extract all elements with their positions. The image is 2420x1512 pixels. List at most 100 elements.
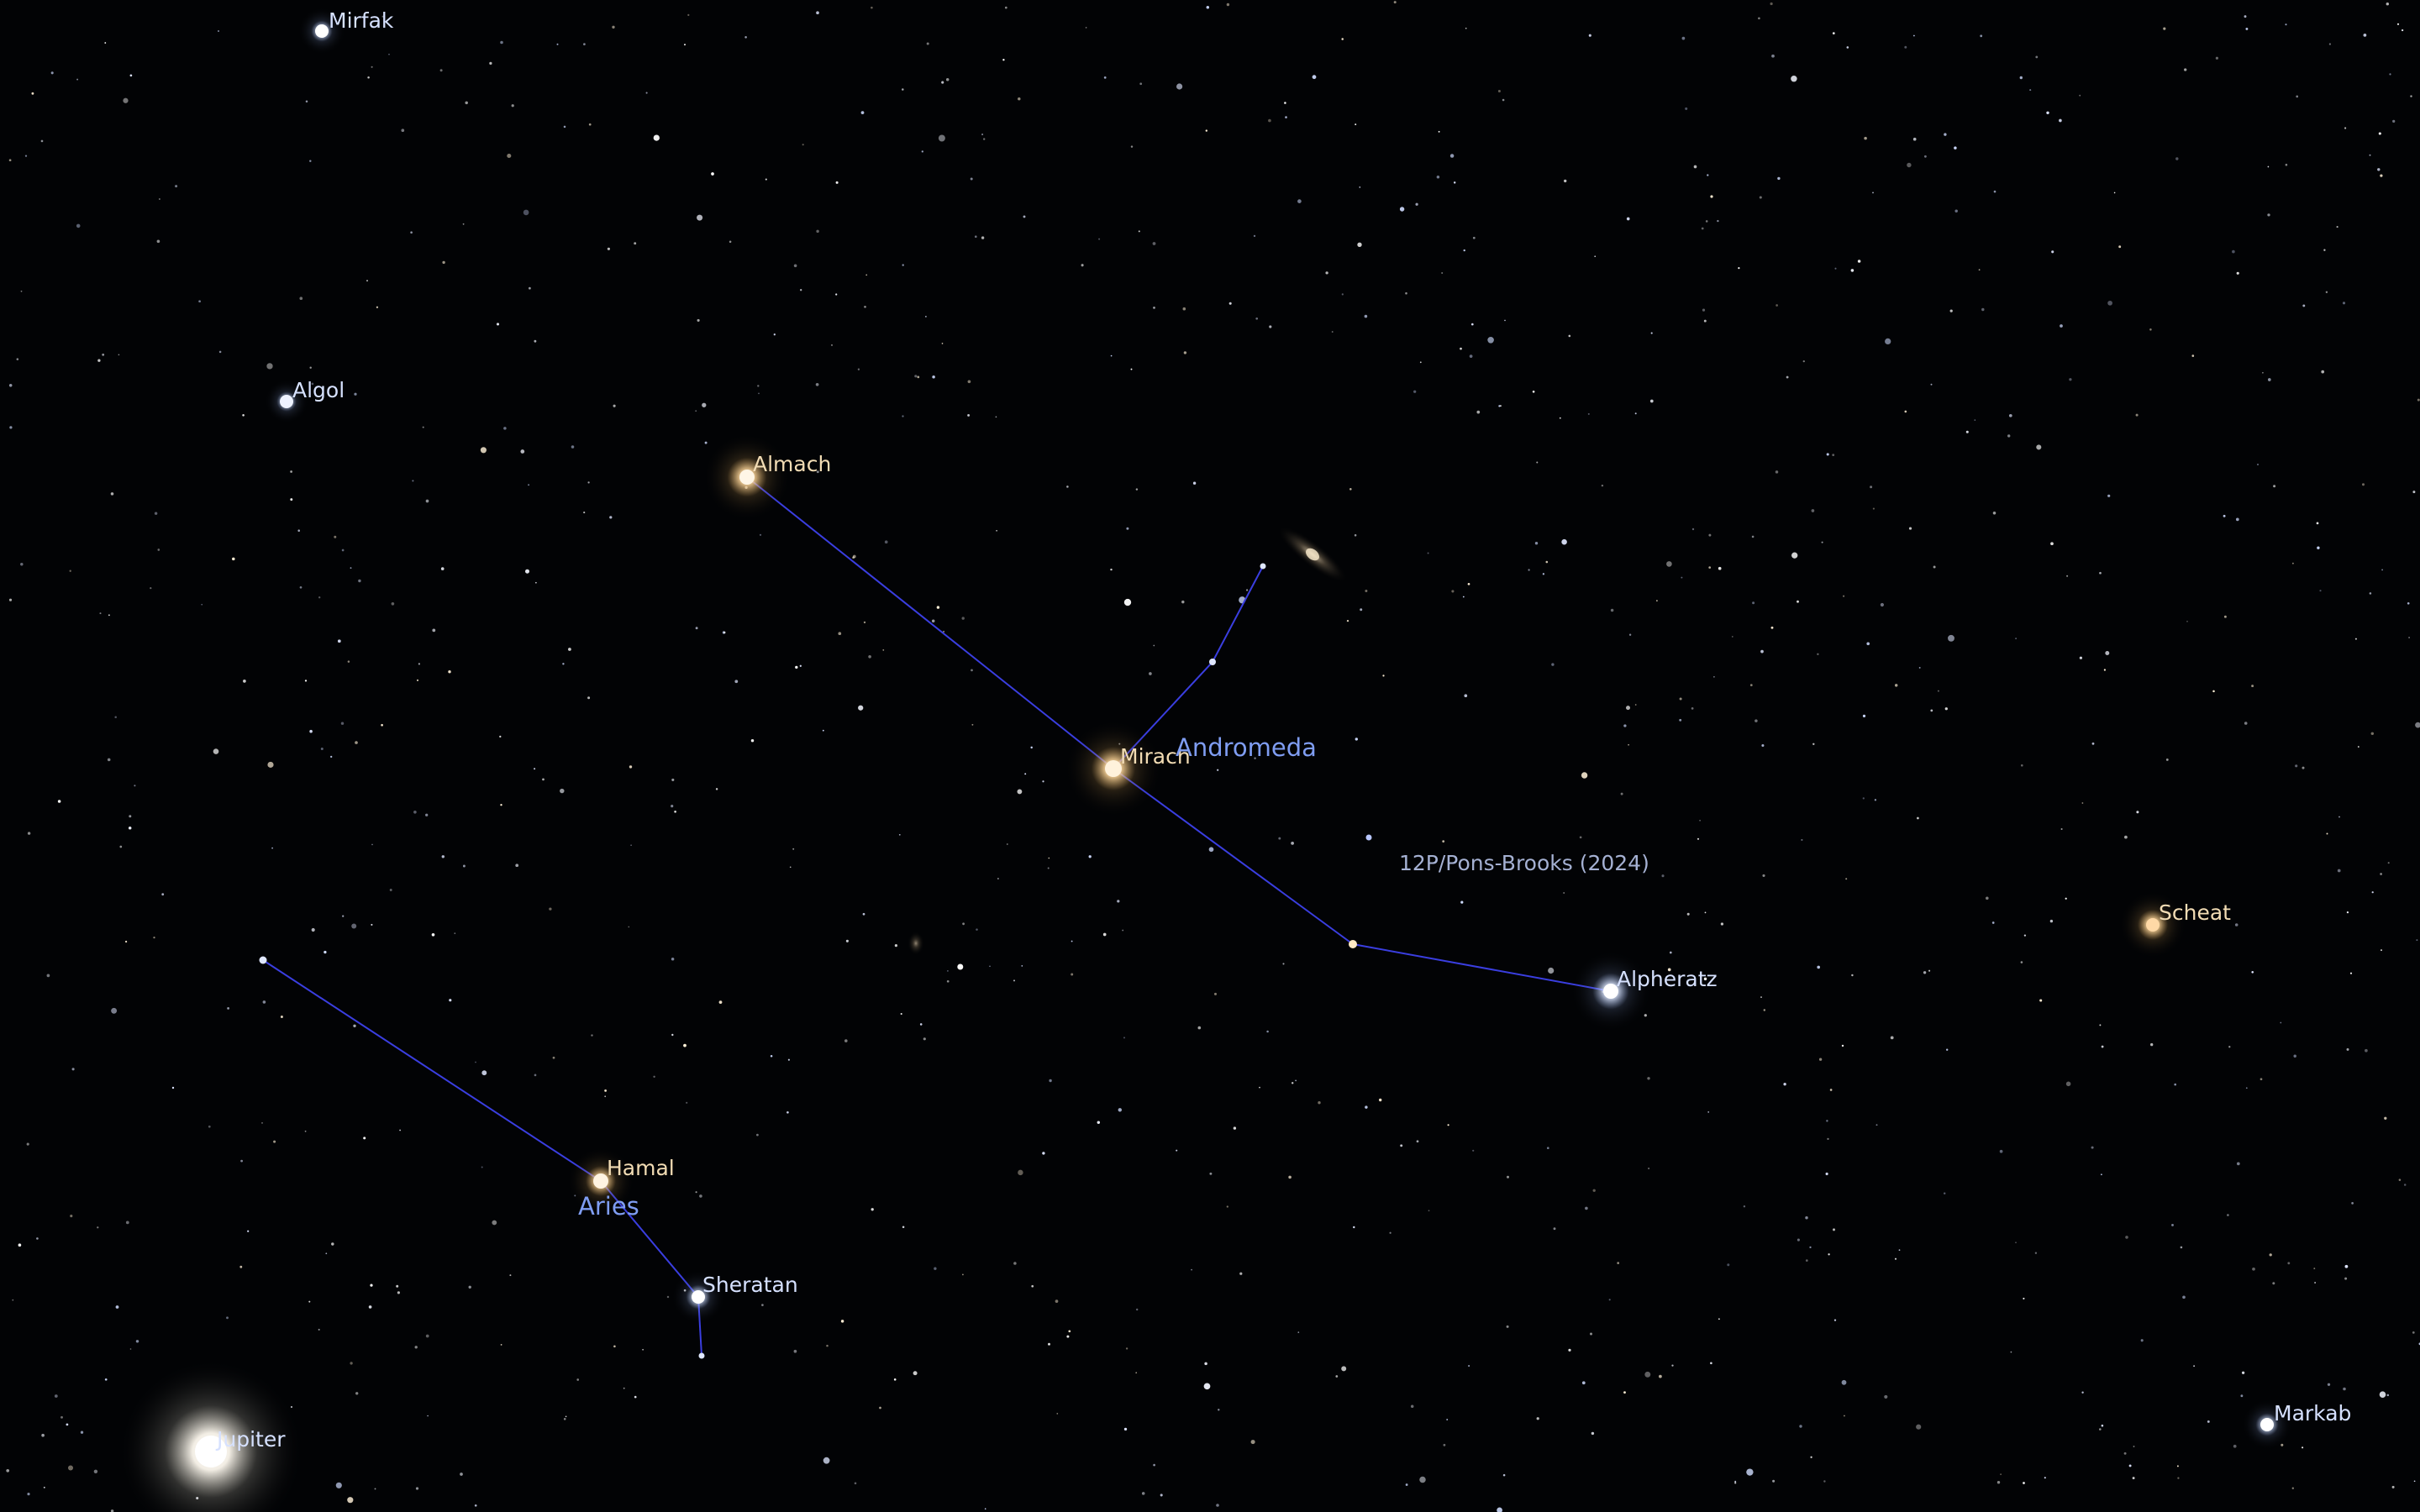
constellation-label-andromeda[interactable]: Andromeda <box>1176 733 1317 762</box>
background-star <box>2180 1246 2183 1249</box>
background-star <box>366 280 368 281</box>
label-hamal[interactable]: Hamal <box>607 1156 675 1180</box>
background-star <box>2060 827 2063 831</box>
background-star <box>2245 27 2249 30</box>
background-star <box>1216 1504 1219 1507</box>
background-star <box>1770 626 1774 629</box>
planet-jupiter[interactable] <box>118 1359 303 1512</box>
background-star <box>945 78 950 81</box>
label-mirfak[interactable]: Mirfak <box>329 8 394 33</box>
background-star <box>2207 1420 2210 1423</box>
star-almach[interactable] <box>703 433 791 521</box>
star-mirfak[interactable] <box>298 8 345 55</box>
andromeda-galaxy[interactable] <box>1270 518 1354 591</box>
label-algol[interactable]: Algol <box>292 378 345 402</box>
background-star <box>976 928 978 931</box>
label-jupiter[interactable]: Jupiter <box>215 1427 286 1452</box>
background-star <box>2273 485 2276 488</box>
background-star <box>374 1488 376 1490</box>
background-star <box>299 585 302 589</box>
background-star <box>2240 1394 2244 1398</box>
constellation-label-aries[interactable]: Aries <box>578 1192 639 1221</box>
background-star <box>961 617 965 620</box>
background-star <box>587 696 591 700</box>
label-comet-pons-brooks[interactable]: 12P/Pons-Brooks (2024) <box>1399 851 1649 875</box>
background-star <box>104 1378 108 1381</box>
background-star <box>1497 1507 1502 1512</box>
background-star <box>711 172 714 176</box>
background-star <box>154 512 158 515</box>
background-star <box>2232 249 2235 254</box>
background-star <box>1834 267 1837 270</box>
background-star <box>2066 575 2069 577</box>
star-41-arietis[interactable] <box>259 956 267 964</box>
background-star <box>1661 874 1665 878</box>
background-star <box>2410 95 2412 97</box>
background-star <box>2267 213 2270 217</box>
label-mirach[interactable]: Mirach <box>1120 744 1191 769</box>
background-star <box>2396 23 2400 25</box>
background-star <box>2176 1465 2179 1467</box>
star-mesarthim[interactable] <box>698 1352 705 1359</box>
star-nu-andromedae[interactable] <box>1260 563 1266 570</box>
background-star <box>2244 15 2247 18</box>
background-star <box>311 927 315 932</box>
background-star <box>2392 119 2396 123</box>
background-star <box>1760 649 1764 654</box>
background-star <box>671 805 674 808</box>
background-star <box>1825 1172 1828 1176</box>
background-star <box>2021 764 2023 767</box>
label-alpheratz[interactable]: Alpheratz <box>1617 967 1718 991</box>
background-star <box>2327 1383 2331 1386</box>
background-star <box>1427 552 1429 554</box>
background-star <box>462 864 466 868</box>
background-star <box>1218 1409 1220 1411</box>
background-star <box>1568 1348 1571 1352</box>
background-star <box>683 1043 687 1047</box>
star-algol[interactable] <box>265 380 308 423</box>
background-star <box>686 1101 688 1104</box>
background-star <box>1266 1030 1269 1033</box>
background-star <box>2150 1042 2154 1047</box>
star-mirach[interactable] <box>1065 720 1162 817</box>
background-star <box>350 1362 353 1365</box>
background-star <box>2262 371 2264 374</box>
label-almach[interactable]: Almach <box>753 452 831 476</box>
background-star <box>997 878 999 879</box>
background-star <box>1176 1149 1178 1152</box>
label-sheratan[interactable]: Sheratan <box>702 1273 798 1297</box>
background-star <box>412 480 414 482</box>
star-sheratan[interactable] <box>671 1270 725 1324</box>
background-star <box>932 375 935 379</box>
background-star <box>1213 992 1218 995</box>
background-star <box>1141 1492 1145 1495</box>
background-star <box>489 61 492 66</box>
background-star <box>2251 685 2254 688</box>
background-star <box>1468 1365 1470 1367</box>
background-star <box>111 1007 118 1014</box>
background-star <box>587 481 590 484</box>
star-markab[interactable] <box>2242 1399 2292 1450</box>
background-star <box>1974 419 1976 421</box>
triangulum-galaxy[interactable] <box>908 932 924 955</box>
star-scheat[interactable] <box>2119 891 2186 958</box>
background-star <box>702 402 707 407</box>
star-alpheratz[interactable] <box>1570 951 1651 1032</box>
background-star <box>795 665 798 669</box>
background-star <box>1913 34 1915 37</box>
background-star <box>1441 271 1444 275</box>
comet-pons-brooks[interactable] <box>1365 834 1372 841</box>
background-star <box>1528 569 1530 571</box>
star-mu-andromedae[interactable] <box>1209 659 1216 665</box>
star-delta-andromedae[interactable] <box>1349 940 1357 948</box>
background-star <box>734 680 739 684</box>
background-star <box>1282 963 1285 965</box>
background-star <box>549 907 552 911</box>
star-hamal[interactable] <box>567 1147 634 1215</box>
label-markab[interactable]: Markab <box>2274 1401 2351 1425</box>
label-scheat[interactable]: Scheat <box>2159 900 2231 925</box>
background-star <box>523 209 529 216</box>
background-star <box>40 139 44 143</box>
background-star <box>80 1431 84 1434</box>
